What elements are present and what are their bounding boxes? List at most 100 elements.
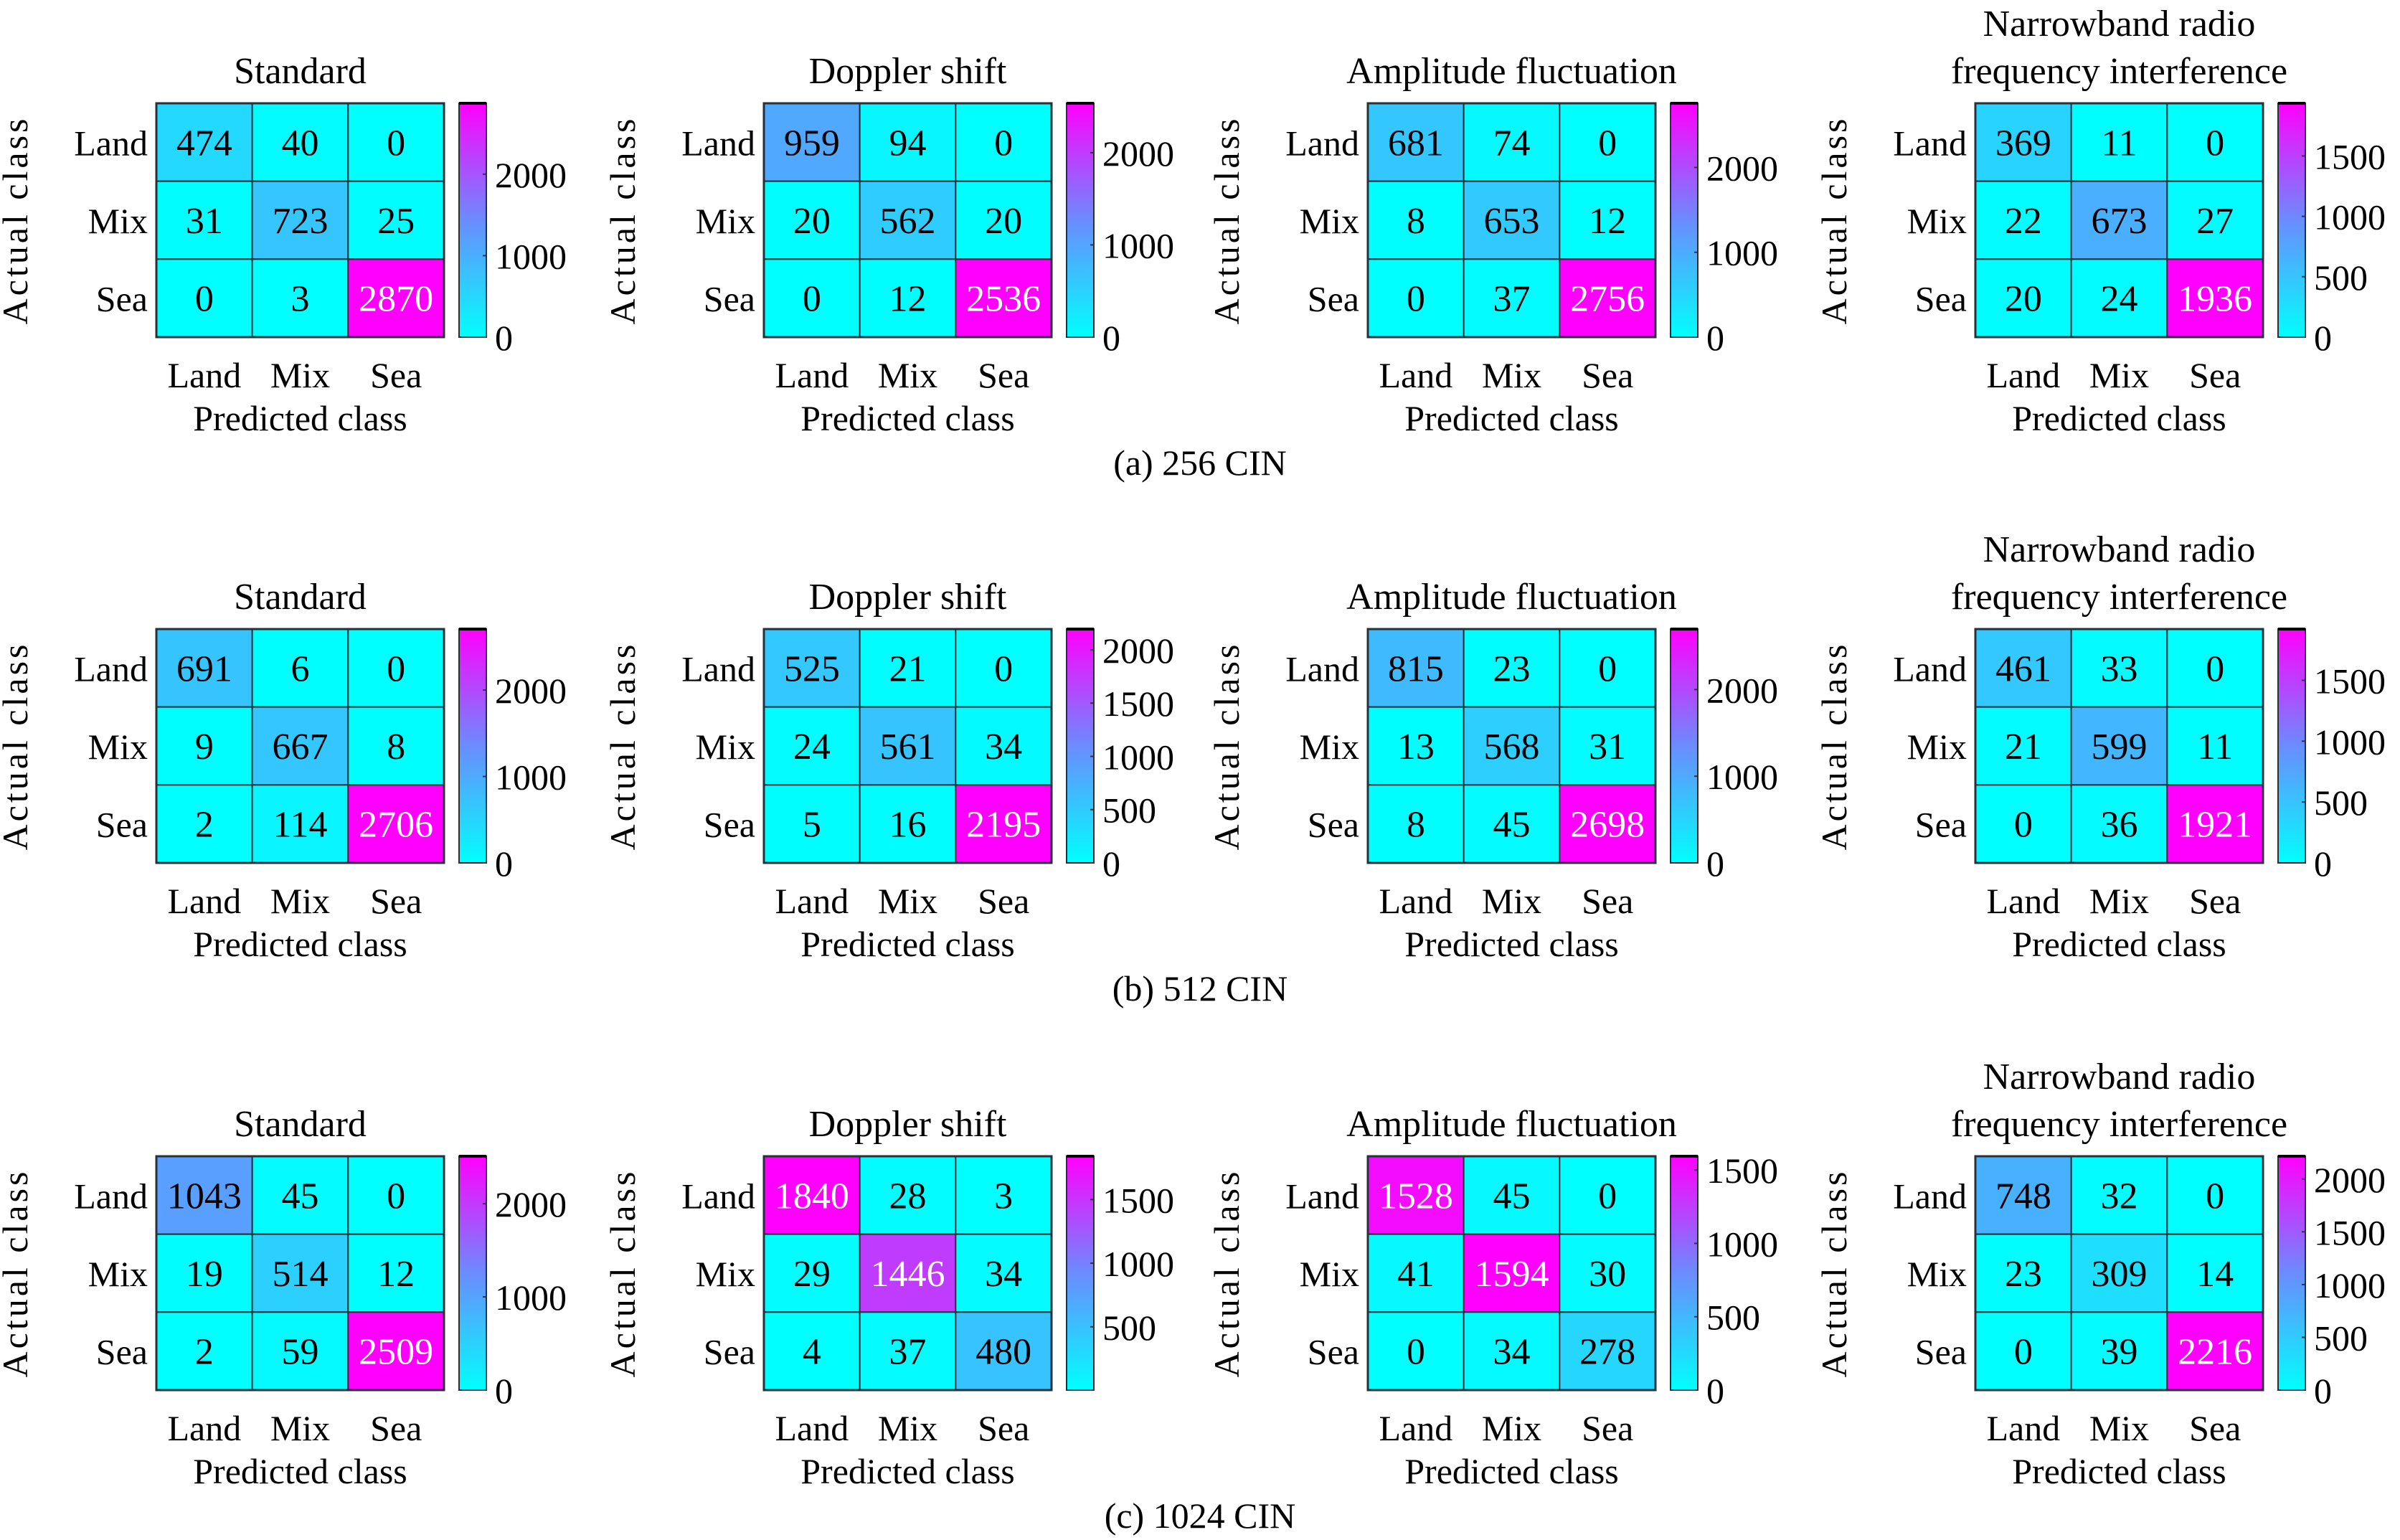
confusion-matrix-panel: Narrowband radio frequency interference 74… — [1814, 1057, 2386, 1491]
x-axis-label: Predicted class — [1404, 924, 1619, 964]
panel-title: Doppler shift — [809, 51, 1007, 92]
cell-value: 11 — [2197, 727, 2233, 767]
cell-value: 0 — [994, 648, 1013, 689]
matrix-cell — [156, 1311, 253, 1392]
matrix-cell — [2070, 628, 2168, 708]
row-label: Mix — [88, 201, 148, 241]
x-axis-label: Predicted class — [800, 924, 1015, 964]
cell-value: 34 — [1493, 1332, 1531, 1373]
column-label: Mix — [878, 881, 937, 921]
matrix-cell — [251, 103, 349, 182]
matrix-cell — [859, 1233, 957, 1313]
matrix-cell — [1463, 1233, 1561, 1313]
matrix-border — [1366, 628, 1657, 864]
y-axis-label: Actual class — [0, 642, 35, 851]
colorbar-tick-label: 1000 — [495, 757, 567, 798]
matrix-cell — [955, 258, 1053, 339]
cell-value: 0 — [2206, 123, 2224, 164]
column-label: Sea — [978, 355, 1029, 395]
colorbar — [2277, 1156, 2306, 1391]
cell-value: 24 — [793, 727, 831, 767]
cell-value: 667 — [273, 727, 329, 767]
panel-title: frequency interference — [1951, 577, 2287, 618]
cell-value: 2 — [195, 1332, 214, 1373]
confusion-matrix-panel: Doppler shift 525 21 0 24 561 34 5 16 2195 Land Mix… — [603, 577, 1174, 964]
cell-value: 309 — [2092, 1254, 2148, 1295]
cell-value: 2756 — [1570, 279, 1645, 320]
matrix-cell — [763, 1156, 861, 1235]
matrix-cell — [1367, 1233, 1465, 1313]
confusion-matrix-panel: Amplitude fluctuation 1528 45 0 41 1594 30 0 34 2… — [1206, 1104, 1778, 1491]
column-label: Sea — [2189, 1408, 2241, 1448]
colorbar — [1670, 103, 1699, 338]
column-label: Sea — [2189, 881, 2241, 921]
cell-value: 12 — [1589, 201, 1626, 242]
matrix-border — [1974, 628, 2264, 864]
subfigure-caption: (b) 512 CIN — [1112, 968, 1288, 1008]
cell-value: 461 — [1995, 648, 2051, 689]
matrix-cell — [859, 180, 957, 260]
matrix-border — [155, 102, 445, 339]
matrix-cell — [2070, 784, 2168, 864]
row-label: Sea — [704, 279, 755, 319]
cell-value: 0 — [1407, 279, 1425, 320]
row-label: Mix — [1907, 201, 1967, 241]
colorbar-tick-label: 2000 — [495, 671, 567, 711]
cell-value: 36 — [2101, 805, 2138, 846]
column-label: Mix — [1482, 1408, 1541, 1448]
y-axis-label: Actual class — [1814, 116, 1854, 325]
cell-value: 599 — [2092, 727, 2148, 767]
matrix-cell — [156, 784, 253, 864]
cell-value: 0 — [2014, 1332, 2033, 1373]
cell-value: 681 — [1388, 123, 1444, 164]
cell-value: 8 — [1407, 201, 1425, 242]
cell-value: 19 — [186, 1254, 223, 1295]
matrix-cell — [955, 1156, 1053, 1235]
row-label: Mix — [88, 727, 148, 767]
cell-value: 22 — [2005, 201, 2042, 242]
matrix-cell — [2070, 1311, 2168, 1392]
cell-value: 2195 — [966, 805, 1041, 846]
matrix-cell — [1559, 628, 1656, 708]
column-label: Land — [167, 881, 241, 921]
matrix-border — [155, 1155, 445, 1392]
matrix-border — [1974, 1155, 2264, 1392]
cell-value: 12 — [377, 1254, 415, 1295]
matrix-cell — [1975, 103, 2072, 182]
matrix-cell — [1367, 180, 1465, 260]
column-label: Sea — [1582, 1408, 1633, 1448]
x-axis-label: Predicted class — [193, 1451, 407, 1491]
matrix-border — [1974, 102, 2264, 339]
matrix-cell — [1463, 1311, 1561, 1392]
matrix-cell — [859, 706, 957, 786]
matrix-cell — [763, 1311, 861, 1392]
row-label: Mix — [1907, 1254, 1967, 1294]
cell-value: 24 — [2101, 279, 2138, 320]
row-label: Mix — [1300, 1254, 1359, 1294]
column-label: Land — [1986, 1408, 2060, 1448]
matrix-cell — [156, 103, 253, 182]
column-label: Mix — [1482, 355, 1541, 395]
cell-value: 28 — [889, 1176, 927, 1217]
cell-value: 20 — [793, 201, 831, 242]
colorbar — [1670, 1156, 1699, 1391]
cell-value: 29 — [793, 1254, 831, 1295]
cell-value: 1594 — [1475, 1254, 1549, 1295]
colorbar-tick-label: 0 — [1706, 844, 1724, 884]
row-label: Sea — [1915, 279, 1967, 319]
subfigure-caption: (c) 1024 CIN — [1105, 1496, 1296, 1536]
subfigure-caption: (a) 256 CIN — [1113, 443, 1287, 483]
y-axis-label: Actual class — [603, 1169, 643, 1378]
cell-value: 278 — [1579, 1332, 1635, 1373]
matrix-cell — [1559, 784, 1656, 864]
colorbar — [458, 628, 487, 864]
cell-value: 514 — [273, 1254, 329, 1295]
column-label: Land — [1986, 881, 2060, 921]
column-label: Land — [1986, 355, 2060, 395]
colorbar-tick-label: 1500 — [1102, 684, 1174, 724]
colorbar — [1670, 628, 1699, 864]
panel-title: Narrowband radio — [1983, 529, 2256, 570]
column-label: Mix — [2089, 1408, 2149, 1448]
